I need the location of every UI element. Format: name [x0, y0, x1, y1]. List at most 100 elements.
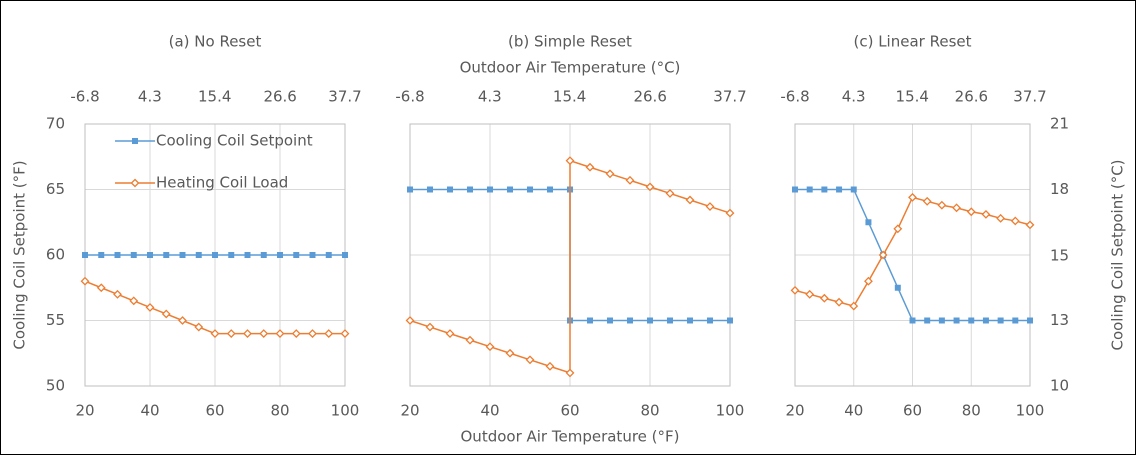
panel-title: (a) No Reset: [169, 33, 262, 51]
x-tick-label: 40: [140, 402, 159, 420]
marker: [210, 329, 220, 339]
x2-tick-label: 15.4: [553, 88, 586, 106]
x2-tick-label: 26.6: [955, 88, 988, 106]
marker: [894, 284, 901, 291]
marker: [130, 178, 140, 188]
marker: [1010, 216, 1020, 226]
marker: [80, 276, 90, 286]
marker: [645, 182, 655, 192]
y2-tick-label: 18: [1050, 180, 1069, 198]
marker: [924, 317, 931, 324]
marker: [792, 186, 798, 193]
marker: [228, 252, 235, 258]
marker: [447, 186, 453, 193]
marker: [909, 317, 916, 324]
y-tick-label: 70: [46, 115, 65, 133]
marker: [625, 175, 635, 185]
marker: [806, 186, 813, 193]
x-tick-label: 60: [560, 402, 579, 420]
marker: [132, 138, 138, 144]
marker: [342, 252, 348, 258]
x2-tick-label: 26.6: [263, 88, 296, 106]
legend-label: Heating Coil Load: [156, 174, 288, 192]
y-axis-title: Cooling Coil Setpoint (°F): [11, 160, 29, 349]
x2-tick-label: 26.6: [633, 88, 666, 106]
marker: [507, 186, 513, 193]
marker: [145, 302, 155, 312]
marker: [487, 186, 493, 193]
x-tick-label: 100: [331, 402, 360, 420]
marker: [195, 252, 202, 258]
marker: [667, 317, 673, 324]
marker: [821, 186, 828, 193]
marker: [427, 186, 433, 193]
marker: [179, 252, 186, 258]
marker: [908, 192, 917, 202]
y-tick-label: 65: [46, 180, 65, 198]
marker: [485, 342, 495, 352]
x-tick-label: 80: [962, 402, 981, 420]
marker: [893, 224, 903, 234]
y-tick-label: 50: [46, 377, 65, 395]
marker: [968, 317, 975, 324]
marker: [864, 276, 873, 286]
x2-axis-title: Outdoor Air Temperature (°C): [460, 59, 681, 77]
x-tick-label: 40: [844, 402, 863, 420]
marker: [705, 202, 715, 211]
x2-tick-label: 15.4: [896, 88, 929, 106]
x-tick-label: 20: [75, 402, 94, 420]
marker: [665, 189, 675, 198]
marker: [244, 252, 251, 258]
marker: [707, 317, 713, 324]
marker: [1025, 220, 1035, 230]
marker: [259, 329, 269, 339]
marker: [340, 329, 350, 339]
x-tick-label: 60: [205, 402, 224, 420]
marker: [627, 317, 633, 324]
marker: [505, 348, 515, 358]
y-tick-label: 60: [46, 246, 65, 264]
marker: [291, 329, 301, 339]
marker: [565, 368, 575, 378]
x2-tick-label: -6.8: [780, 88, 809, 106]
x2-tick-label: 4.3: [138, 88, 162, 106]
x-tick-label: 100: [1016, 402, 1045, 420]
marker: [997, 317, 1004, 324]
marker: [147, 252, 153, 258]
marker: [129, 296, 139, 306]
marker: [585, 162, 595, 172]
marker: [982, 317, 989, 324]
marker: [113, 289, 122, 299]
marker: [114, 252, 121, 258]
marker: [996, 213, 1006, 223]
marker: [96, 283, 106, 293]
y2-axis-title: Cooling Coil Setpoint (°C): [1109, 159, 1127, 350]
marker: [878, 250, 888, 260]
marker: [647, 317, 653, 324]
y2-tick-label: 10: [1050, 377, 1069, 395]
marker: [260, 252, 267, 258]
marker: [226, 329, 236, 339]
x2-tick-label: -6.8: [395, 88, 424, 106]
marker: [1012, 317, 1019, 324]
marker: [1027, 317, 1033, 324]
marker: [865, 219, 872, 226]
marker: [685, 195, 695, 205]
plot-border: [409, 123, 731, 387]
marker: [527, 186, 533, 193]
marker: [277, 252, 283, 258]
marker: [98, 252, 105, 258]
y2-tick-label: 15: [1050, 247, 1069, 265]
marker: [587, 317, 593, 324]
marker: [938, 317, 945, 324]
marker: [953, 317, 960, 324]
x2-tick-label: 37.7: [328, 88, 361, 106]
x2-tick-label: 4.3: [478, 88, 502, 106]
x2-tick-label: 4.3: [842, 88, 866, 106]
y2-tick-label: 13: [1050, 311, 1069, 329]
marker: [212, 252, 218, 258]
marker: [725, 208, 735, 218]
marker: [324, 329, 334, 339]
marker: [308, 329, 317, 339]
